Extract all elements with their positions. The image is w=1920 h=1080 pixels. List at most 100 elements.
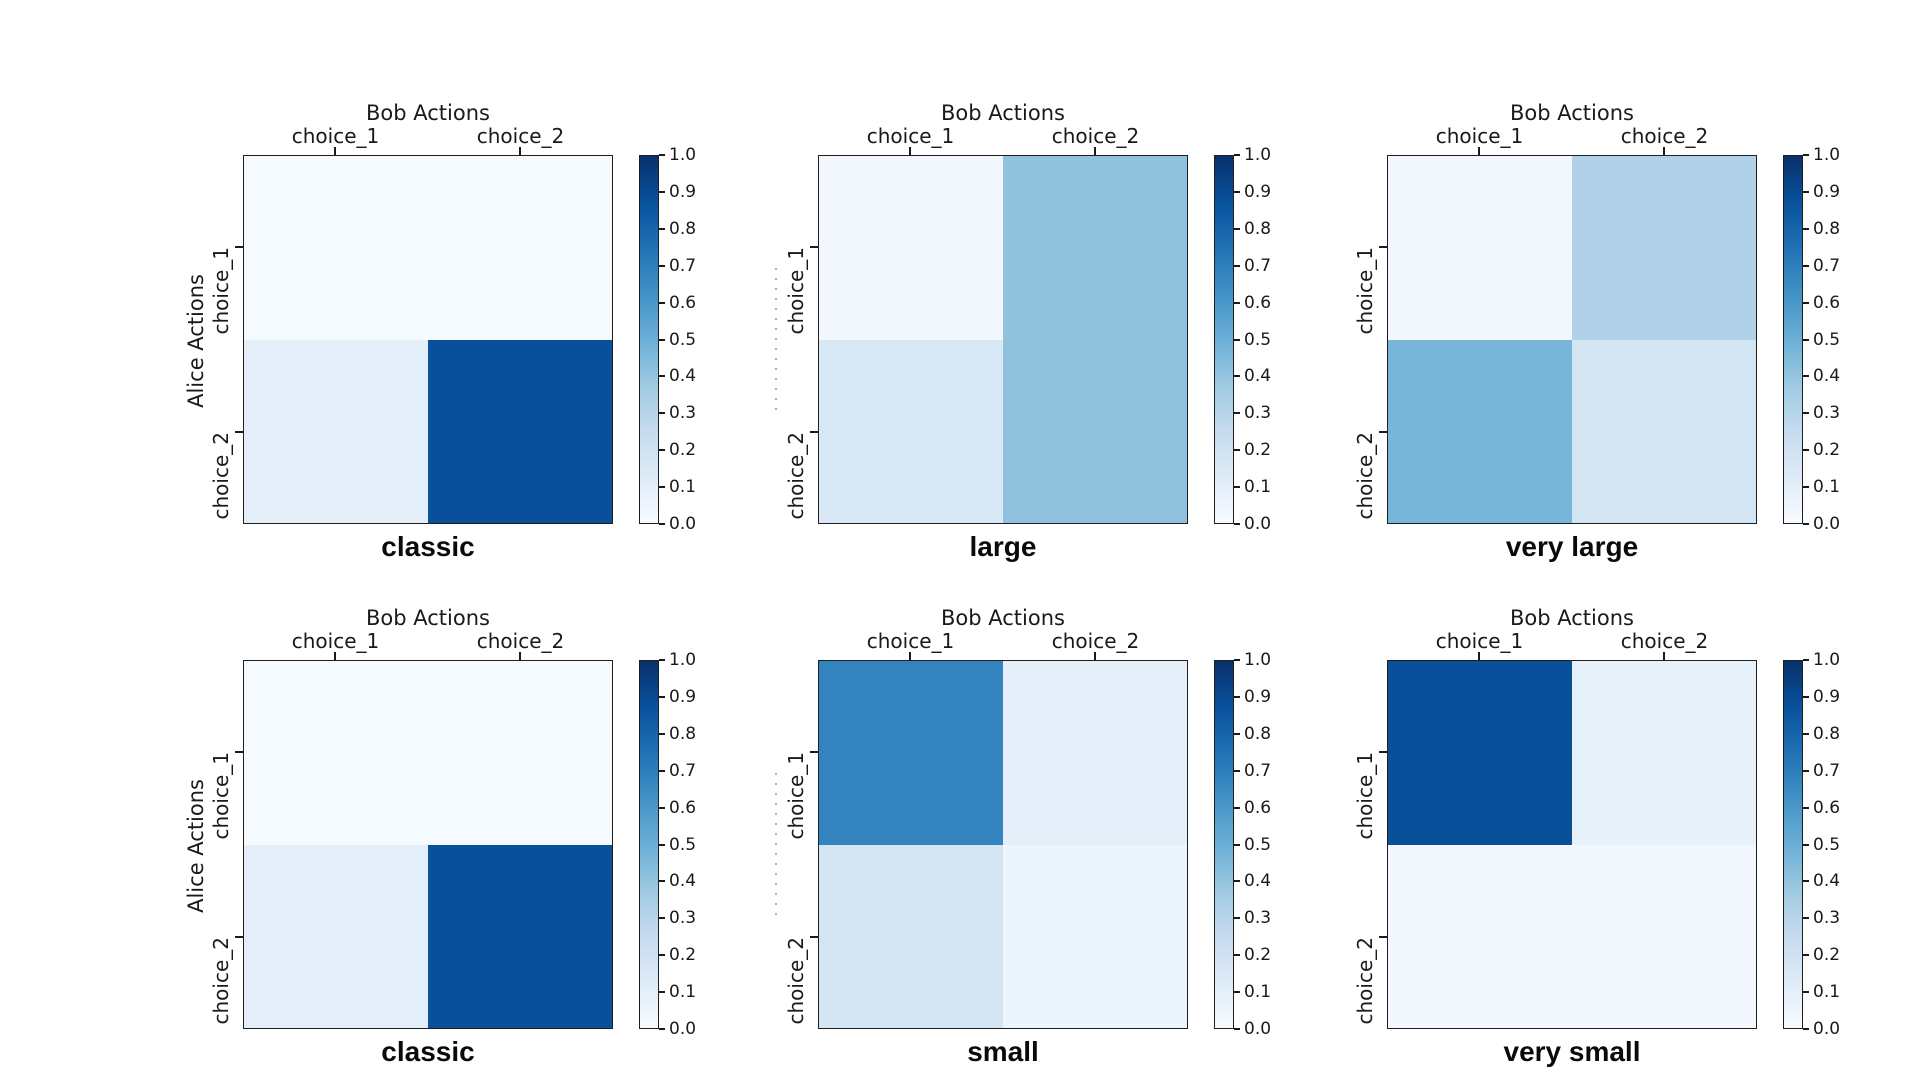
y-axis-label: Alice Actions (184, 274, 208, 408)
colorbar-tick-label: 0.1 (669, 982, 697, 1003)
y-tick-label-choice-2: choice_2 (209, 432, 233, 520)
colorbar-tick-label: 0.9 (1813, 181, 1841, 202)
x-tick-mark (334, 652, 336, 660)
colorbar-tick-label: 0.3 (1813, 908, 1841, 929)
colorbar-tick-label: 0.0 (1813, 1019, 1841, 1039)
colorbar-tick-mark (659, 227, 665, 230)
x-tick-mark (519, 652, 521, 660)
colorbar-tick-mark (659, 449, 665, 452)
heatmap-grid (243, 155, 613, 524)
x-axis-label: Bob Actions (941, 606, 1065, 630)
x-tick-mark (1094, 147, 1096, 155)
heatmap-cell-r1c2 (428, 660, 613, 845)
y-tick-label-choice-1: choice_1 (1353, 752, 1377, 840)
colorbar-tick-label: 0.0 (669, 1019, 697, 1039)
colorbar-tick-mark (1803, 954, 1809, 957)
y-tick-label-choice-2: choice_2 (784, 937, 808, 1025)
colorbar-tick-mark (1803, 991, 1809, 994)
colorbar-tick-mark (1803, 769, 1809, 772)
colorbar-tick-mark (1234, 190, 1240, 193)
x-axis-label: Bob Actions (941, 101, 1065, 125)
x-axis-label: Bob Actions (1510, 101, 1634, 125)
colorbar-tick-mark (1234, 375, 1240, 378)
colorbar-tick-mark (1803, 523, 1809, 525)
colorbar-tick-label: 0.0 (1813, 514, 1841, 534)
colorbar-tick-mark (659, 264, 665, 267)
colorbar-tick-label: 0.7 (1244, 255, 1272, 276)
colorbar-tick-mark (1234, 338, 1240, 341)
panel-title: very large (1505, 531, 1639, 562)
colorbar-tick-label: 0.6 (1813, 292, 1841, 313)
colorbar-tick-label: 0.5 (1244, 329, 1272, 350)
y-tick-label-choice-2: choice_2 (209, 937, 233, 1025)
colorbar-tick-mark (659, 190, 665, 193)
colorbar-tick-label: 0.2 (669, 945, 697, 966)
panel-title: large (969, 531, 1037, 562)
colorbar-tick-mark (1234, 917, 1240, 920)
heatmap-cell-r2c2 (1572, 339, 1757, 524)
y-tick-mark (810, 431, 818, 433)
colorbar-tick-label: 0.2 (1813, 945, 1841, 966)
colorbar-tick-mark (1234, 769, 1240, 772)
heatmap-cell-r2c1 (1387, 339, 1572, 524)
colorbar-tick-label: 0.4 (1813, 871, 1841, 892)
x-tick-label-choice-1: choice_1 (291, 124, 380, 148)
colorbar-tick-label: 0.9 (669, 181, 697, 202)
colorbar (639, 155, 659, 524)
colorbar-tick-label: 0.6 (1244, 797, 1272, 818)
colorbar-tick-label: 0.4 (1813, 366, 1841, 387)
heatmap-cell-r2c1 (818, 844, 1003, 1029)
heatmap-cell-r2c2 (428, 844, 613, 1029)
colorbar-tick-label: 0.1 (669, 477, 697, 498)
colorbar-tick-mark (659, 486, 665, 489)
colorbar-tick-label: 0.7 (669, 760, 697, 781)
colorbar-tick-mark (1234, 523, 1240, 525)
colorbar-tick-mark (1803, 732, 1809, 735)
colorbar-tick-label: 0.1 (1244, 477, 1272, 498)
panel-title: classic (381, 1036, 475, 1067)
colorbar-tick-mark (659, 843, 665, 846)
colorbar-tick-mark (1234, 880, 1240, 883)
heatmap-cell-r1c2 (428, 155, 613, 340)
faint-dotted-artifact-line (775, 268, 777, 410)
y-tick-label-choice-2: choice_2 (1353, 432, 1377, 520)
colorbar-tick-label: 0.9 (669, 686, 697, 707)
colorbar-tick-mark (1803, 917, 1809, 920)
x-tick-mark (1478, 652, 1480, 660)
heatmap-cell-r1c2 (1003, 660, 1188, 845)
colorbar-tick-label: 0.8 (1244, 218, 1272, 239)
colorbar-tick-mark (1803, 449, 1809, 452)
colorbar-tick-mark (659, 659, 665, 661)
colorbar-tick-label: 0.9 (1244, 181, 1272, 202)
x-tick-mark (334, 147, 336, 155)
heatmap-panel-small: Bob Actions choice_1 choice_2 choice_1 c… (688, 585, 1288, 1080)
heatmap-panel-very-small: Bob Actions choice_1 choice_2 choice_1 c… (1257, 585, 1857, 1080)
colorbar-tick-label: 0.7 (1813, 760, 1841, 781)
colorbar-tick-mark (1803, 154, 1809, 156)
colorbar-tick-label: 0.2 (1244, 440, 1272, 461)
colorbar-tick-mark (659, 412, 665, 415)
colorbar-tick-label: 0.0 (669, 514, 697, 534)
colorbar-tick-mark (1803, 375, 1809, 378)
colorbar-tick-mark (1234, 412, 1240, 415)
colorbar-tick-mark (659, 732, 665, 735)
heatmap-cell-r1c2 (1572, 660, 1757, 845)
colorbar-tick-mark (659, 954, 665, 957)
colorbar-tick-mark (1234, 486, 1240, 489)
x-tick-label-choice-1: choice_1 (1435, 124, 1524, 148)
colorbar-tick-label: 0.8 (669, 218, 697, 239)
colorbar-tick-label: 0.6 (669, 292, 697, 313)
colorbar-tick-label: 1.0 (1813, 650, 1841, 670)
colorbar-tick-label: 0.2 (1244, 945, 1272, 966)
y-tick-mark (235, 751, 243, 753)
heatmap-cell-r2c2 (1003, 844, 1188, 1029)
y-tick-label-choice-2: choice_2 (784, 432, 808, 520)
y-tick-mark (810, 246, 818, 248)
colorbar-tick-mark (1234, 843, 1240, 846)
x-axis-label: Bob Actions (1510, 606, 1634, 630)
heatmap-panel-classic: Bob Actions choice_1 choice_2 choice_1 c… (113, 80, 713, 585)
heatmap-panel-classic: Bob Actions choice_1 choice_2 choice_1 c… (113, 585, 713, 1080)
x-tick-mark (909, 147, 911, 155)
colorbar-tick-mark (659, 695, 665, 698)
